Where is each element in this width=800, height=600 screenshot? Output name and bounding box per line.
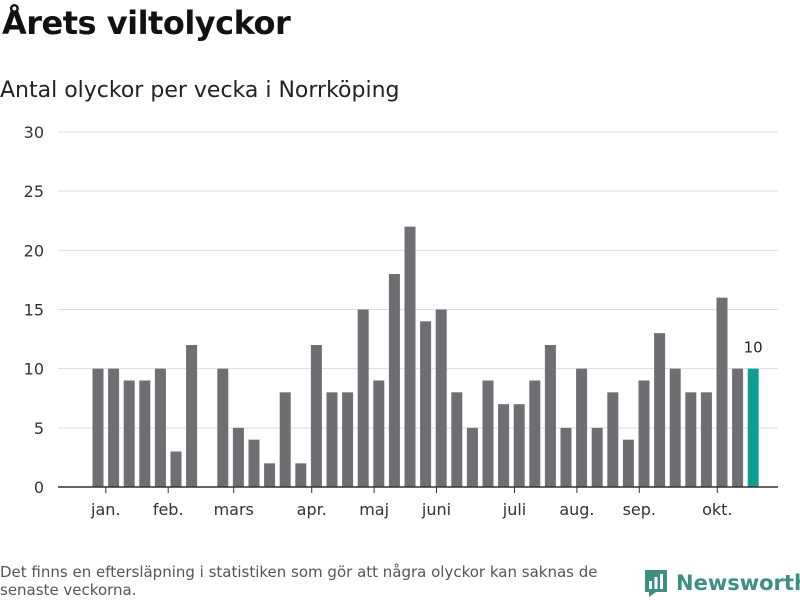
bar xyxy=(217,368,229,487)
bar xyxy=(544,345,556,487)
y-axis-ticks: 0 5 10 15 20 25 30 xyxy=(24,123,44,497)
brand-logo[interactable]: Newsworthy xyxy=(644,568,800,598)
bar xyxy=(357,309,369,487)
bar xyxy=(154,368,166,487)
data-labels: 10 xyxy=(744,339,763,357)
x-tick-label: sep. xyxy=(623,500,656,519)
bar xyxy=(264,463,276,487)
bar xyxy=(622,439,634,487)
y-tick-label: 25 xyxy=(24,182,44,201)
bar xyxy=(591,427,603,487)
bar xyxy=(451,392,463,487)
bar xyxy=(139,380,151,487)
bar xyxy=(732,368,744,487)
bar xyxy=(654,333,666,487)
chart-title: Årets viltolyckor xyxy=(2,4,291,42)
bar xyxy=(420,321,432,487)
weekly-accidents-bar-chart: 0 5 10 15 20 25 30 jan. feb. mars apr. maj juni juli… xyxy=(24,123,778,519)
y-tick-label: 15 xyxy=(24,301,44,320)
x-tick-label: feb. xyxy=(153,500,184,519)
bar xyxy=(342,392,354,487)
bar-highlight xyxy=(747,368,759,487)
bar xyxy=(669,368,681,487)
data-label-highlight: 10 xyxy=(744,339,763,357)
y-tick-label: 30 xyxy=(24,123,44,142)
bar xyxy=(638,380,650,487)
bar xyxy=(576,368,588,487)
footnote: Det finns en eftersläpning i statistiken… xyxy=(0,563,598,599)
x-tick-label: jan. xyxy=(90,500,120,519)
y-tick-label: 5 xyxy=(34,419,44,438)
bar xyxy=(529,380,541,487)
bar xyxy=(279,392,291,487)
bar xyxy=(607,392,619,487)
bar xyxy=(123,380,135,487)
x-tick-label: maj xyxy=(359,500,389,519)
bar xyxy=(388,274,400,487)
x-tick-label: juni xyxy=(421,500,451,519)
x-tick-label: aug. xyxy=(559,500,594,519)
bar xyxy=(700,392,712,487)
bar xyxy=(685,392,697,487)
chart-subtitle: Antal olyckor per vecka i Norrköping xyxy=(0,78,400,103)
bar xyxy=(482,380,494,487)
bar xyxy=(373,380,385,487)
bar xyxy=(170,451,182,487)
gridlines xyxy=(58,131,778,429)
bar xyxy=(310,345,322,487)
y-tick-label: 10 xyxy=(24,360,44,379)
y-tick-label: 0 xyxy=(34,478,44,497)
bar xyxy=(248,439,260,487)
brand-name: Newsworthy xyxy=(676,571,800,595)
bar xyxy=(560,427,572,487)
bar xyxy=(513,404,525,487)
y-tick-label: 20 xyxy=(24,241,44,260)
bar xyxy=(232,427,244,487)
bar xyxy=(108,368,120,487)
x-axis-ticks: jan. feb. mars apr. maj juni juli aug. sep. okt. xyxy=(90,487,733,519)
bar xyxy=(716,297,728,487)
newsworthy-bar-logo-icon xyxy=(645,570,667,597)
bar xyxy=(326,392,338,487)
x-tick-label: mars xyxy=(214,500,254,519)
bar xyxy=(404,226,416,487)
x-tick-label: juli xyxy=(502,500,526,519)
bars xyxy=(92,226,759,487)
bar xyxy=(435,309,447,487)
bar xyxy=(186,345,198,487)
x-tick-label: okt. xyxy=(702,500,732,519)
bar xyxy=(295,463,307,487)
bar xyxy=(466,427,478,487)
bar xyxy=(498,404,510,487)
bar xyxy=(92,368,104,487)
x-tick-label: apr. xyxy=(297,500,327,519)
